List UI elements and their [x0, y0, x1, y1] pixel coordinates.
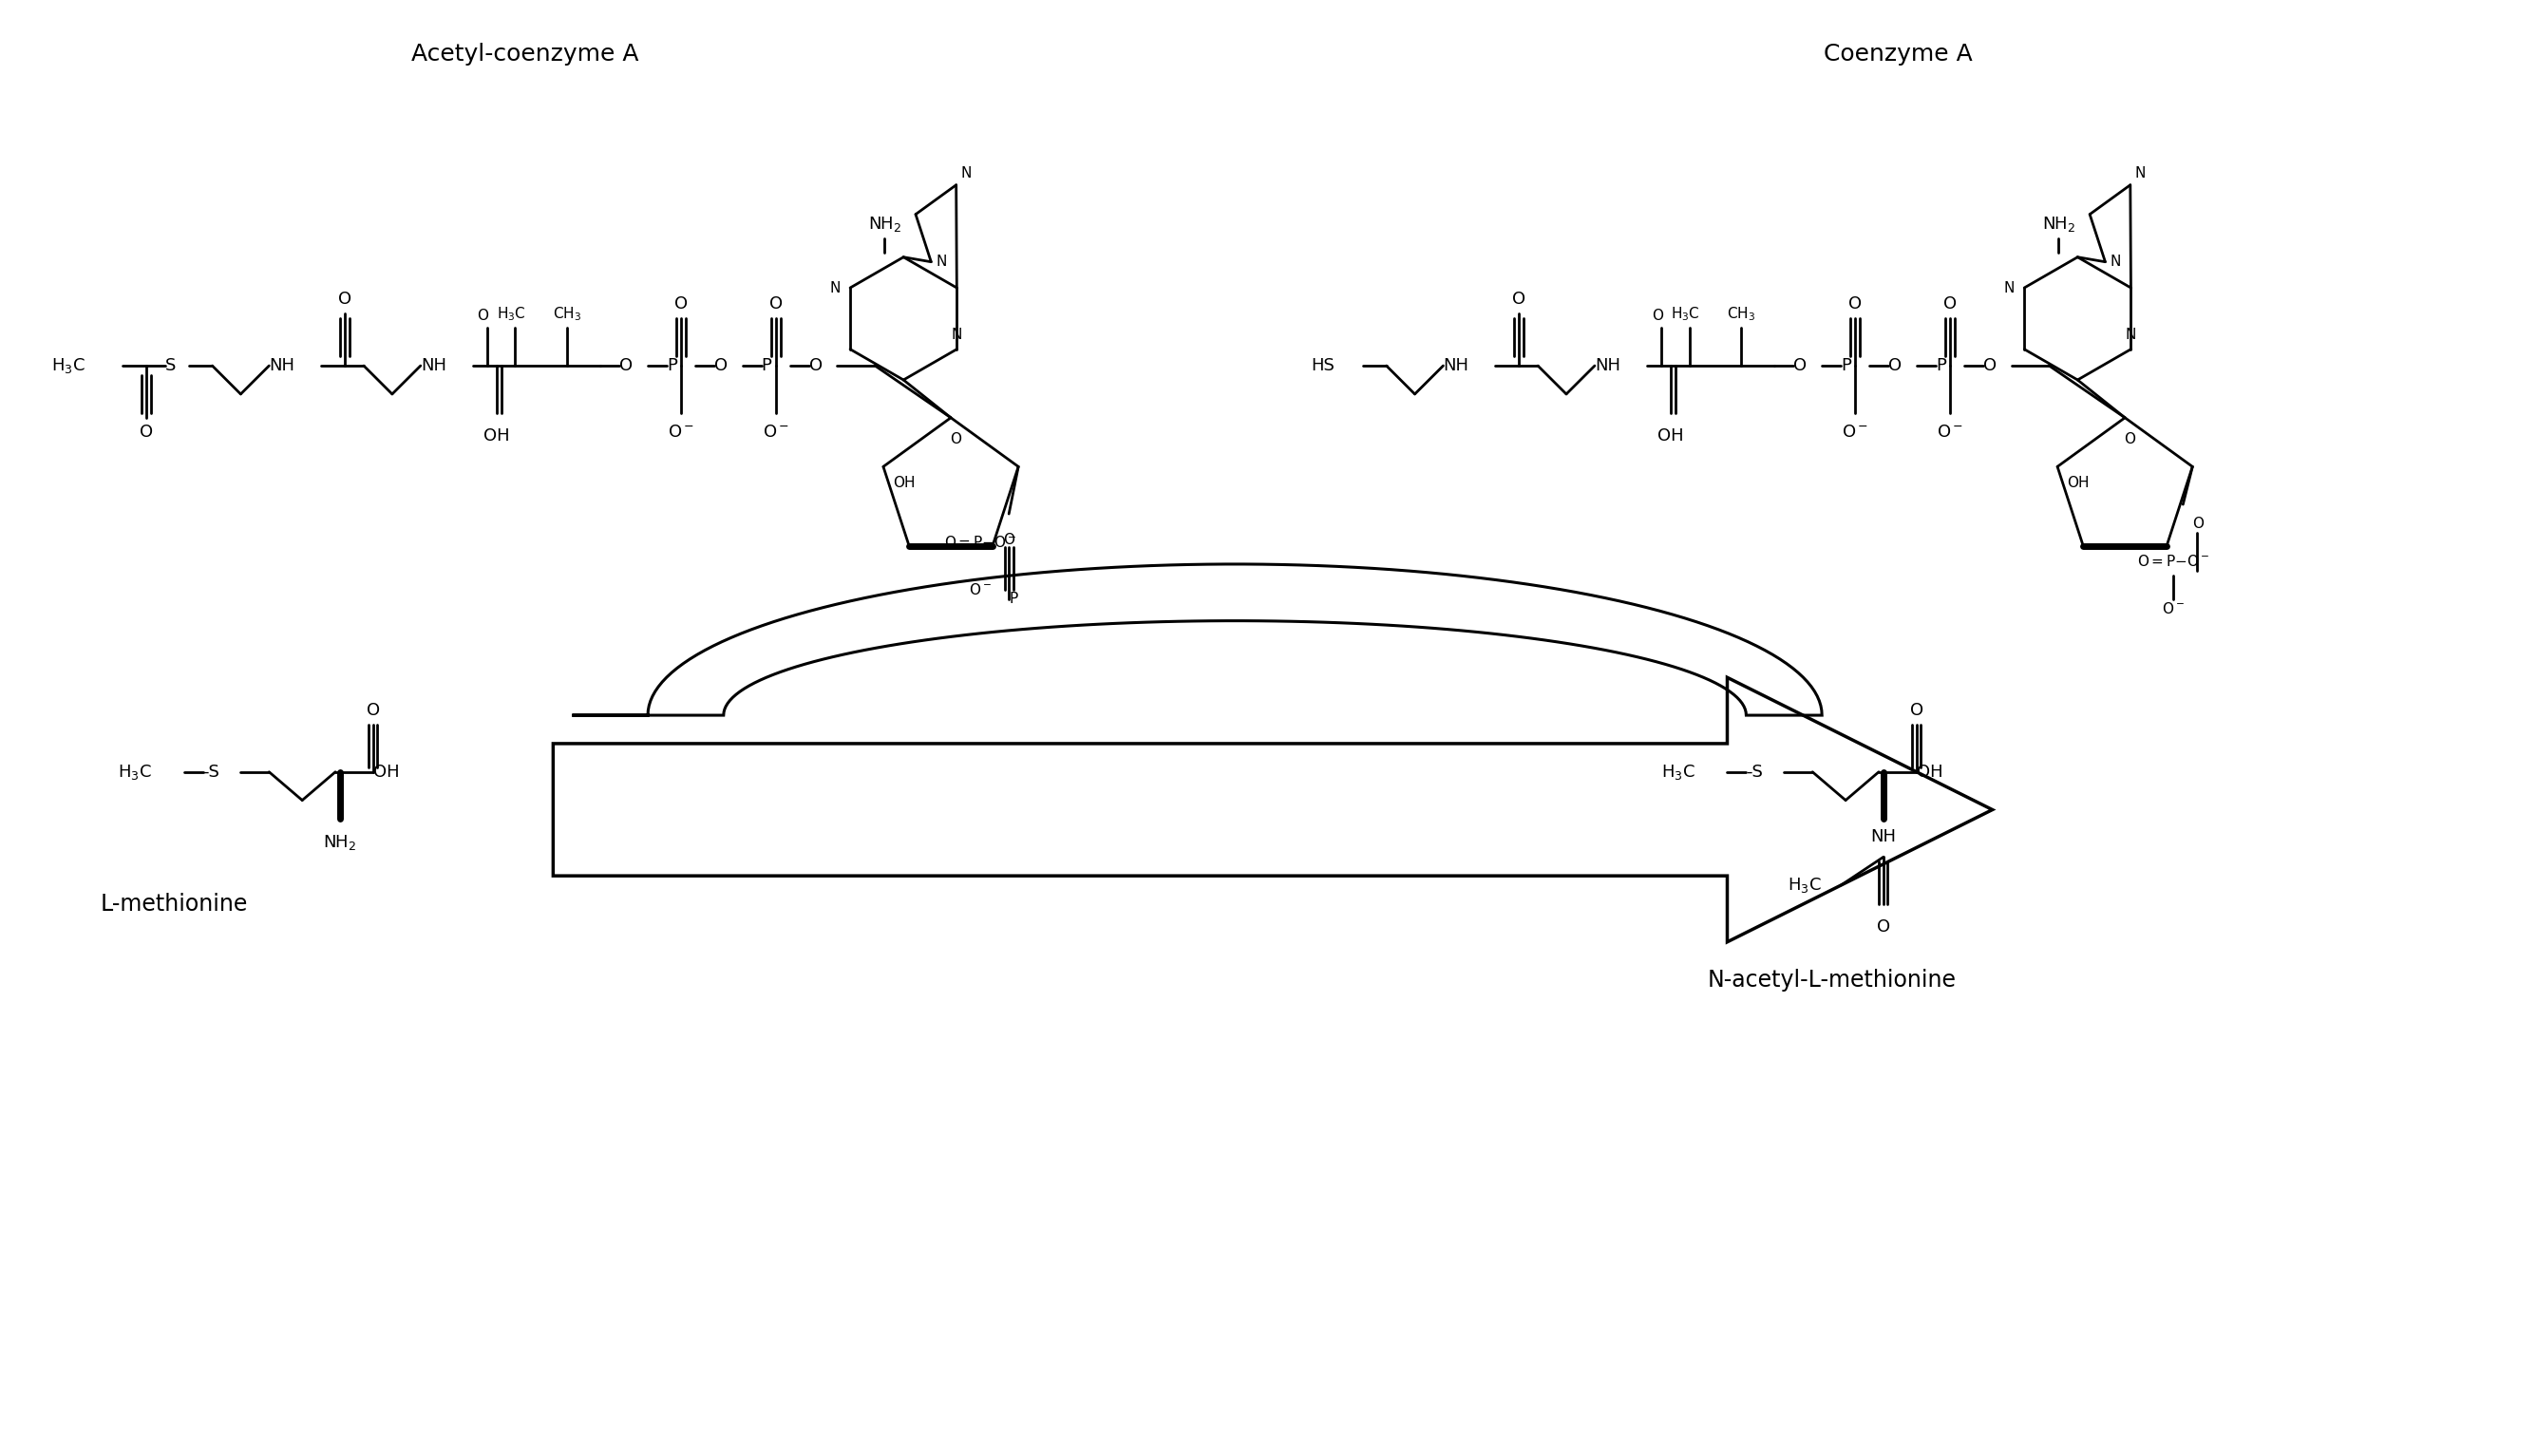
- Text: NH: NH: [1444, 357, 1469, 374]
- Text: O$^-$: O$^-$: [1936, 424, 1964, 440]
- Text: O$^-$: O$^-$: [969, 582, 992, 597]
- Text: O$^-$: O$^-$: [2162, 601, 2184, 616]
- Text: O$^-$: O$^-$: [667, 424, 695, 440]
- Text: O: O: [1877, 919, 1890, 935]
- Text: H$_3$C: H$_3$C: [51, 357, 86, 376]
- Text: OH: OH: [482, 427, 510, 444]
- Text: NH: NH: [421, 357, 447, 374]
- Text: O: O: [477, 309, 490, 323]
- Text: N: N: [962, 166, 972, 181]
- Text: H$_3$C: H$_3$C: [117, 763, 152, 782]
- Text: O: O: [337, 291, 353, 309]
- Text: P: P: [1842, 357, 1852, 374]
- Text: H$_3$C: H$_3$C: [1669, 306, 1700, 323]
- Text: NH$_2$: NH$_2$: [322, 833, 358, 852]
- Text: O: O: [769, 296, 781, 313]
- Text: H$_3$C: H$_3$C: [497, 306, 525, 323]
- Text: O: O: [140, 424, 152, 440]
- Text: O: O: [949, 432, 962, 446]
- Text: O: O: [2192, 517, 2205, 530]
- Text: NH: NH: [1870, 828, 1895, 846]
- Text: OH: OH: [1657, 427, 1685, 444]
- Text: N: N: [2126, 328, 2136, 342]
- Text: P: P: [1936, 357, 1946, 374]
- Text: NH: NH: [1596, 357, 1621, 374]
- Text: O$=$P$-$O$^-$: O$=$P$-$O$^-$: [944, 534, 1017, 550]
- Text: NH: NH: [269, 357, 294, 374]
- Text: O: O: [675, 296, 688, 313]
- Text: CH$_3$: CH$_3$: [1728, 306, 1756, 323]
- Text: P: P: [667, 357, 677, 374]
- Text: O: O: [365, 702, 381, 719]
- Text: H$_3$C: H$_3$C: [1662, 763, 1695, 782]
- Text: P: P: [761, 357, 771, 374]
- Text: N: N: [2004, 281, 2014, 296]
- Text: N: N: [936, 255, 946, 269]
- Text: -S: -S: [203, 763, 221, 780]
- Text: O: O: [1849, 296, 1862, 313]
- Text: OH: OH: [373, 763, 398, 780]
- Text: O$^-$: O$^-$: [761, 424, 789, 440]
- Text: N: N: [830, 281, 840, 296]
- Text: L-methionine: L-methionine: [101, 893, 249, 916]
- Text: NH$_2$: NH$_2$: [868, 214, 901, 233]
- Text: S: S: [165, 357, 175, 374]
- Text: O: O: [1002, 533, 1015, 547]
- Text: O$^-$: O$^-$: [1842, 424, 1867, 440]
- Text: NH$_2$: NH$_2$: [2042, 214, 2075, 233]
- Text: OH: OH: [893, 476, 916, 491]
- Text: O: O: [1910, 702, 1923, 719]
- Text: N: N: [951, 328, 962, 342]
- Text: O: O: [713, 357, 728, 374]
- Text: O: O: [1794, 357, 1806, 374]
- Text: O$=$P$-$O$^-$: O$=$P$-$O$^-$: [2136, 553, 2210, 569]
- Text: O: O: [1512, 291, 1525, 309]
- Text: N-acetyl-L-methionine: N-acetyl-L-methionine: [1707, 968, 1956, 992]
- Text: -S: -S: [1745, 763, 1763, 780]
- Text: O: O: [1984, 357, 1997, 374]
- Text: O: O: [809, 357, 822, 374]
- Text: O: O: [1652, 309, 1662, 323]
- Text: H$_3$C: H$_3$C: [1789, 875, 1822, 895]
- Text: OH: OH: [1915, 763, 1943, 780]
- Text: CH$_3$: CH$_3$: [553, 306, 581, 323]
- Text: HS: HS: [1312, 357, 1334, 374]
- Text: O: O: [619, 357, 632, 374]
- Text: P: P: [1010, 591, 1017, 606]
- Text: O: O: [1943, 296, 1956, 313]
- Text: N: N: [2136, 166, 2146, 181]
- Text: O: O: [2123, 432, 2136, 446]
- Text: Acetyl-coenzyme A: Acetyl-coenzyme A: [411, 42, 639, 66]
- Text: O: O: [1888, 357, 1903, 374]
- Text: N: N: [2111, 255, 2121, 269]
- Text: OH: OH: [2068, 476, 2088, 491]
- Text: Coenzyme A: Coenzyme A: [1824, 42, 1971, 66]
